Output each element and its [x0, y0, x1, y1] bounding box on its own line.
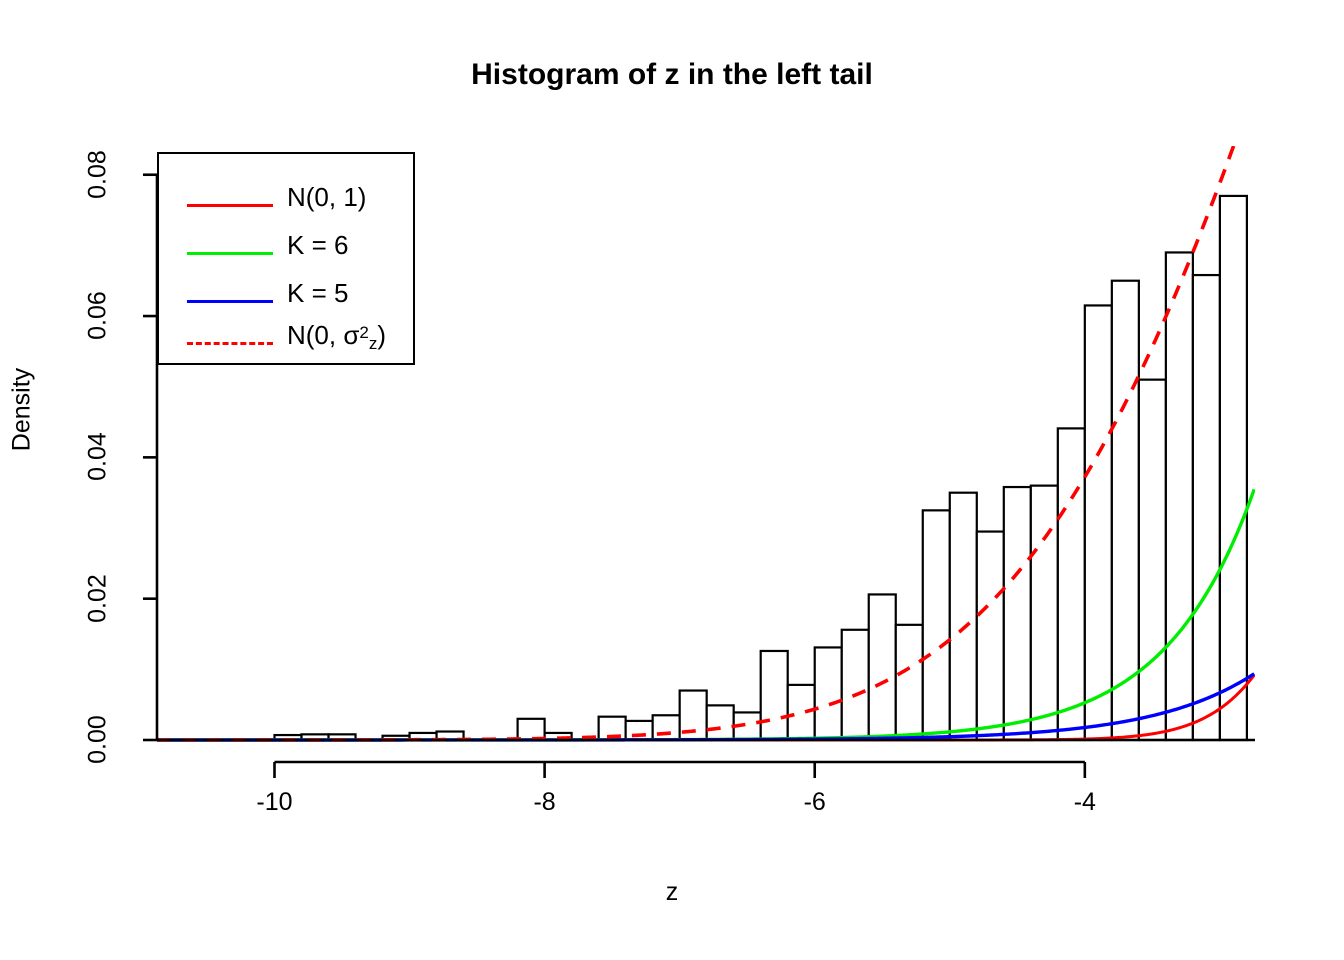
legend-label-n0sigmaz: N(0, σ2z)	[287, 320, 386, 354]
legend-swatch-n0sigmaz	[187, 342, 273, 345]
x-tick-label: -6	[803, 788, 826, 816]
histogram-bar	[705, 704, 735, 742]
histogram-bar	[759, 649, 789, 742]
chart-title: Histogram of z in the left tail	[471, 58, 873, 91]
legend-label-n01: N(0, 1)	[287, 182, 367, 212]
y-tick-label: 0.08	[83, 149, 112, 199]
legend-item-n0sigmaz: N(0, σ2z)	[159, 320, 413, 368]
legend-item-k6: K = 6	[159, 230, 413, 278]
legend-swatch-n01	[187, 204, 273, 207]
legend-label-suffix: )	[377, 320, 387, 350]
legend-item-n01: N(0, 1)	[159, 182, 413, 230]
histogram-bar	[813, 646, 843, 742]
histogram-bar	[867, 593, 897, 742]
legend-swatch-k5	[187, 300, 273, 303]
histogram-bar	[921, 509, 951, 742]
legend: N(0, 1) K = 6 K = 5 N(0, σ2z)	[157, 152, 415, 365]
histogram-bar	[1056, 427, 1086, 742]
legend-label-k5: K = 5	[287, 278, 349, 308]
legend-item-k5: K = 5	[159, 278, 413, 326]
histogram-bar	[975, 530, 1005, 742]
histogram-bar	[1218, 194, 1248, 742]
histogram-bar	[948, 491, 978, 742]
histogram-bar	[894, 623, 924, 742]
histogram-bars	[273, 194, 1248, 742]
histogram-bar	[840, 628, 870, 742]
histogram-bar	[1164, 251, 1194, 742]
y-tick-label: 0.06	[83, 291, 112, 340]
histogram-bar	[1191, 273, 1221, 742]
legend-swatch-k6	[187, 252, 273, 255]
histogram-bar	[1083, 304, 1113, 742]
histogram-bar	[624, 719, 654, 742]
x-axis-label: z	[665, 878, 679, 906]
histogram-bar	[1137, 378, 1167, 742]
histogram-bar	[1110, 279, 1140, 742]
x-tick-label: -8	[533, 788, 556, 816]
legend-label-prefix: N(0,	[287, 320, 344, 350]
x-tick-label: -4	[1073, 788, 1096, 816]
x-tick-label: -10	[256, 788, 293, 816]
legend-label-k6: K = 6	[287, 230, 349, 260]
y-tick-label: 0.02	[83, 573, 112, 623]
legend-label-sigma: σ	[343, 320, 360, 350]
histogram-bar	[786, 683, 816, 742]
histogram-bar	[1029, 484, 1059, 742]
histogram-bar	[651, 714, 681, 742]
axes	[143, 173, 1255, 778]
legend-label-subscript: z	[368, 334, 378, 353]
y-tick-label: 0.00	[83, 715, 112, 764]
histogram-bar	[1002, 485, 1032, 742]
y-tick-label: 0.04	[83, 432, 112, 482]
legend-label-superscript: 2	[359, 323, 369, 342]
